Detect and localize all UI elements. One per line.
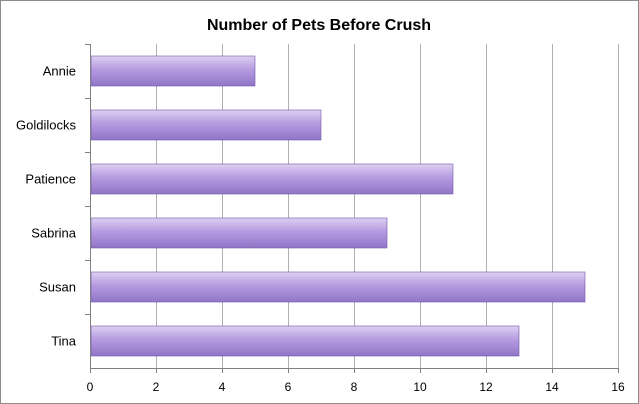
x-tick-label: 6: [285, 380, 292, 394]
category-label: Susan: [39, 280, 76, 295]
category-label: Sabrina: [31, 226, 77, 241]
x-tick-label: 8: [351, 380, 358, 394]
x-tick-label: 0: [87, 380, 94, 394]
x-tick-label: 16: [611, 380, 625, 394]
category-label: Annie: [43, 64, 76, 79]
grid-lines: [156, 44, 619, 368]
bar-sabrina: [90, 217, 388, 249]
x-tick-label: 2: [153, 380, 160, 394]
axes: [85, 44, 619, 373]
bar-patience: [90, 163, 454, 195]
bar-goldilocks: [90, 109, 322, 141]
x-tick-label: 10: [413, 380, 427, 394]
x-tick-label: 4: [219, 380, 226, 394]
chart-title: Number of Pets Before Crush: [207, 17, 431, 34]
x-tick-label: 12: [479, 380, 493, 394]
bar-susan: [90, 271, 586, 303]
bar-tina: [90, 325, 520, 357]
category-label: Patience: [25, 172, 76, 187]
category-label: Tina: [51, 334, 77, 349]
category-label: Goldilocks: [16, 118, 76, 133]
labels: 0 2 4 6 8 10 12 14 16 Annie Goldilocks Patience Sabr…: [16, 64, 625, 395]
x-tick-label: 14: [545, 380, 559, 394]
bars: [90, 55, 586, 357]
bar-annie: [90, 55, 256, 87]
